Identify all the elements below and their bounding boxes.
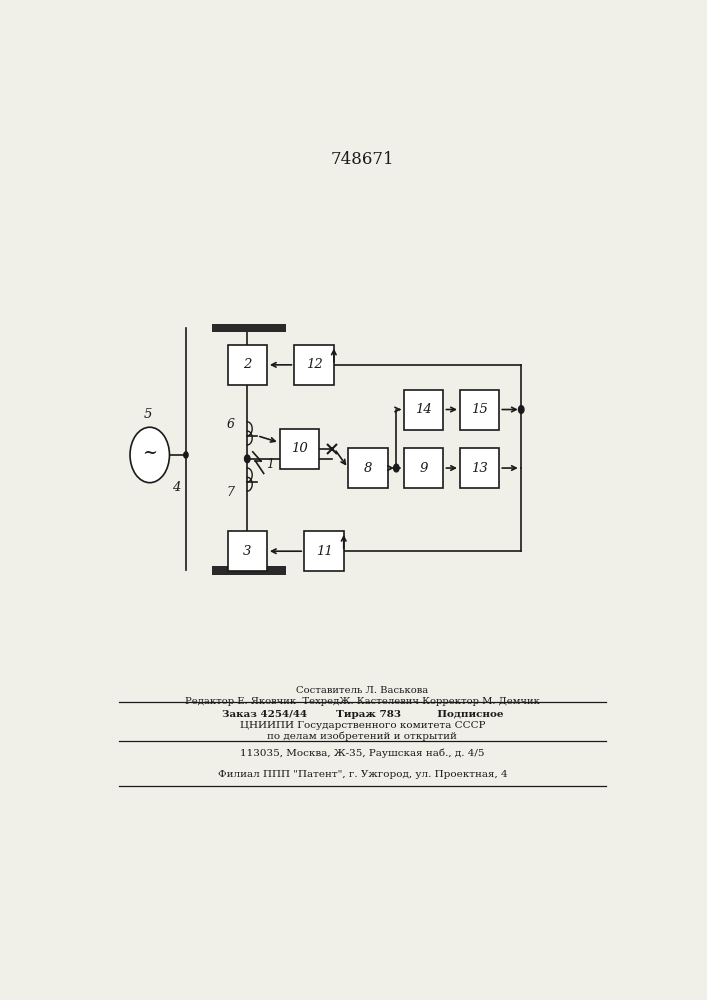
Text: 2: 2 xyxy=(243,358,252,371)
Text: 9: 9 xyxy=(419,462,428,475)
Text: 13: 13 xyxy=(472,462,488,475)
Text: 6: 6 xyxy=(227,418,235,431)
Text: Составитель Л. Васькова: Составитель Л. Васькова xyxy=(296,686,428,695)
Text: по делам изобретений и открытий: по делам изобретений и открытий xyxy=(267,731,457,741)
Circle shape xyxy=(518,406,524,413)
Text: 8: 8 xyxy=(363,462,372,475)
Bar xyxy=(294,345,334,385)
Text: 4: 4 xyxy=(172,481,180,494)
Text: 10: 10 xyxy=(291,442,308,455)
Text: 12: 12 xyxy=(305,358,322,371)
Circle shape xyxy=(130,427,170,483)
Bar xyxy=(279,429,319,469)
Text: 7: 7 xyxy=(227,486,235,499)
Bar xyxy=(228,345,267,385)
Text: 748671: 748671 xyxy=(331,151,394,168)
Bar xyxy=(404,448,443,488)
Text: Редактор Е. Яковчик  ТехредЖ. Кастелевич Корректор М. Демчик: Редактор Е. Яковчик ТехредЖ. Кастелевич … xyxy=(185,697,539,706)
Circle shape xyxy=(394,464,399,472)
Circle shape xyxy=(184,452,188,458)
Bar xyxy=(348,448,387,488)
Text: Филиал ППП "Патент", г. Ужгород, ул. Проектная, 4: Филиал ППП "Патент", г. Ужгород, ул. Про… xyxy=(218,770,507,779)
Text: 5: 5 xyxy=(144,408,152,421)
Bar xyxy=(211,566,286,575)
Bar xyxy=(211,324,286,332)
Text: 15: 15 xyxy=(472,403,488,416)
Bar xyxy=(228,531,267,571)
Text: 11: 11 xyxy=(315,545,332,558)
Bar xyxy=(304,531,344,571)
Text: ~: ~ xyxy=(142,444,157,462)
Bar xyxy=(460,448,499,488)
Text: 3: 3 xyxy=(243,545,252,558)
Circle shape xyxy=(245,455,250,463)
Bar xyxy=(460,389,499,430)
Text: 14: 14 xyxy=(415,403,432,416)
Text: ЦНИИПИ Государственного комитета СССР: ЦНИИПИ Государственного комитета СССР xyxy=(240,721,485,730)
Bar xyxy=(404,389,443,430)
Text: 1: 1 xyxy=(267,458,274,471)
Text: Заказ 4254/44        Тираж 783          Подписное: Заказ 4254/44 Тираж 783 Подписное xyxy=(221,710,503,719)
Text: 113035, Москва, Ж-35, Раушская наб., д. 4/5: 113035, Москва, Ж-35, Раушская наб., д. … xyxy=(240,748,484,758)
